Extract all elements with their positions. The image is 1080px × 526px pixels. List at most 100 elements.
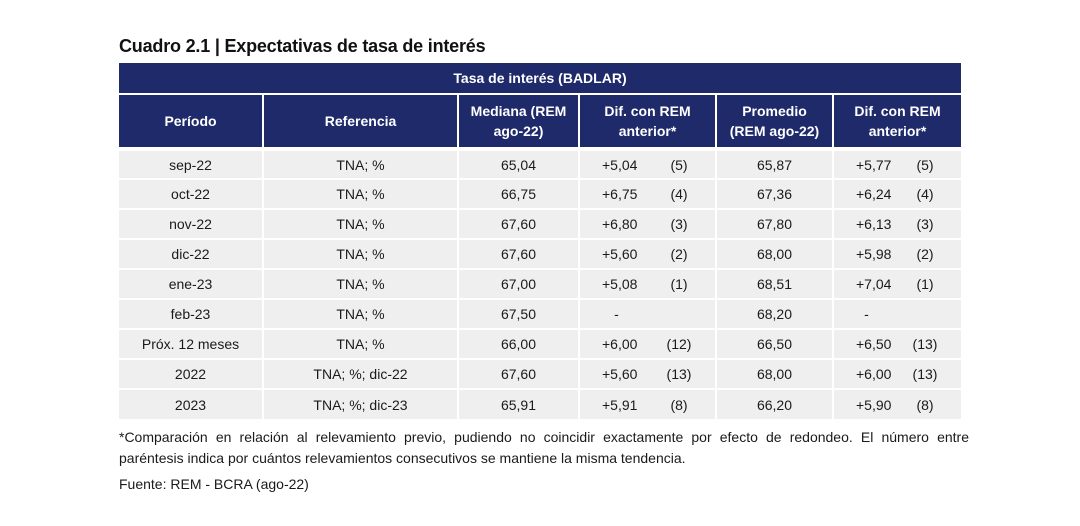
cell-periodo: Próx. 12 meses bbox=[119, 328, 264, 359]
streak-count: (8) bbox=[670, 396, 688, 413]
column-header-promedio: Promedio (REM ago-22) bbox=[716, 94, 834, 149]
streak-count: (8) bbox=[916, 396, 934, 413]
dif-value: +7,04 bbox=[856, 276, 892, 292]
table-row: dic-22 TNA; % 67,60 +5,60 (2) 68,00 +5,98 (2) bbox=[119, 238, 961, 269]
dif-value: +5,90 bbox=[856, 396, 892, 413]
dif-value: +6,00 bbox=[856, 366, 892, 382]
dif-value: +5,91 bbox=[602, 396, 638, 413]
streak-count: (3) bbox=[916, 216, 934, 232]
dif-value: - bbox=[864, 306, 869, 322]
dif-value: +5,60 bbox=[602, 246, 638, 262]
streak-count: (5) bbox=[916, 156, 934, 173]
cell-referencia: TNA; % bbox=[263, 178, 459, 209]
cell-dif-promedio: +6,50 (13) bbox=[833, 328, 961, 359]
streak-count: (12) bbox=[666, 336, 692, 352]
streak-count: (5) bbox=[670, 156, 688, 173]
table-band-header: Tasa de interés (BADLAR) bbox=[119, 63, 961, 95]
cell-periodo: sep-22 bbox=[119, 147, 264, 179]
cell-dif-promedio: - bbox=[833, 298, 961, 329]
dif-value: +6,80 bbox=[602, 216, 638, 232]
cell-promedio: 66,50 bbox=[716, 328, 834, 359]
cell-promedio: 68,00 bbox=[716, 238, 834, 269]
cell-dif-promedio: +5,77 (5) bbox=[833, 147, 961, 179]
cell-promedio: 68,51 bbox=[716, 268, 834, 299]
table-row: sep-22 TNA; % 65,04 +5,04 (5) 65,87 +5,77 (5) bbox=[119, 147, 961, 179]
cell-periodo: nov-22 bbox=[119, 208, 264, 239]
table-row: Próx. 12 meses TNA; % 66,00 +6,00 (12) 66,50 +… bbox=[119, 328, 961, 359]
cell-periodo: ene-23 bbox=[119, 268, 264, 299]
cell-mediana: 67,60 bbox=[458, 358, 580, 389]
dif-value: +6,00 bbox=[602, 336, 638, 352]
table-title: Cuadro 2.1 | Expectativas de tasa de int… bbox=[119, 36, 486, 56]
cell-referencia: TNA; % bbox=[263, 238, 459, 269]
cell-dif-mediana: +5,04 (5) bbox=[579, 147, 717, 179]
table-row: ene-23 TNA; % 67,00 +5,08 (1) 68,51 +7,04 (1) bbox=[119, 268, 961, 299]
cell-dif-mediana: +5,08 (1) bbox=[579, 268, 717, 299]
cell-dif-promedio: +5,90 (8) bbox=[833, 388, 961, 419]
table-row: oct-22 TNA; % 66,75 +6,75 (4) 67,36 +6,24 (4) bbox=[119, 178, 961, 209]
dif-value: - bbox=[614, 306, 619, 322]
cell-promedio: 65,87 bbox=[716, 147, 834, 179]
table-row: 2022 TNA; %; dic-22 67,60 +5,60 (13) 68,00 +6,… bbox=[119, 358, 961, 389]
streak-count: (1) bbox=[670, 276, 688, 292]
cell-referencia: TNA; % bbox=[263, 208, 459, 239]
column-header-dif-promedio: Dif. con REM anterior* bbox=[833, 94, 961, 149]
cell-dif-promedio: +6,00 (13) bbox=[833, 358, 961, 389]
cell-mediana: 66,75 bbox=[458, 178, 580, 209]
streak-count: (1) bbox=[916, 276, 934, 292]
cell-referencia: TNA; % bbox=[263, 268, 459, 299]
cell-dif-mediana: +6,80 (3) bbox=[579, 208, 717, 239]
column-header-periodo: Período bbox=[119, 94, 264, 149]
cell-periodo: 2023 bbox=[119, 388, 264, 419]
cell-promedio: 68,20 bbox=[716, 298, 834, 329]
cell-mediana: 65,91 bbox=[458, 388, 580, 419]
cell-periodo: oct-22 bbox=[119, 178, 264, 209]
cell-mediana: 65,04 bbox=[458, 147, 580, 179]
cell-dif-promedio: +5,98 (2) bbox=[833, 238, 961, 269]
dif-value: +5,04 bbox=[602, 156, 638, 173]
cell-dif-promedio: +6,13 (3) bbox=[833, 208, 961, 239]
cell-dif-promedio: +7,04 (1) bbox=[833, 268, 961, 299]
cell-mediana: 67,60 bbox=[458, 208, 580, 239]
cell-mediana: 67,00 bbox=[458, 268, 580, 299]
cell-referencia: TNA; % bbox=[263, 147, 459, 179]
cell-mediana: 67,60 bbox=[458, 238, 580, 269]
cell-referencia: TNA; % bbox=[263, 298, 459, 329]
streak-count: (13) bbox=[666, 366, 692, 382]
dif-value: +6,75 bbox=[602, 186, 638, 202]
dif-value: +5,08 bbox=[602, 276, 638, 292]
cell-referencia: TNA; %; dic-23 bbox=[263, 388, 459, 419]
streak-count: (13) bbox=[912, 366, 938, 382]
cell-dif-mediana: +5,60 (13) bbox=[579, 358, 717, 389]
table-row: nov-22 TNA; % 67,60 +6,80 (3) 67,80 +6,13 (3) bbox=[119, 208, 961, 239]
streak-count: (2) bbox=[916, 246, 934, 262]
cell-promedio: 66,20 bbox=[716, 388, 834, 419]
dif-value: +5,77 bbox=[856, 156, 892, 173]
cell-referencia: TNA; % bbox=[263, 328, 459, 359]
cell-referencia: TNA; %; dic-22 bbox=[263, 358, 459, 389]
column-header-dif-mediana: Dif. con REM anterior* bbox=[579, 94, 717, 149]
cell-periodo: feb-23 bbox=[119, 298, 264, 329]
interest-rate-table: Tasa de interés (BADLAR) Período Referen… bbox=[119, 63, 961, 419]
dif-value: +6,50 bbox=[856, 336, 892, 352]
cell-promedio: 67,36 bbox=[716, 178, 834, 209]
cell-promedio: 67,80 bbox=[716, 208, 834, 239]
source-note: Fuente: REM - BCRA (ago-22) bbox=[119, 476, 309, 492]
cell-periodo: 2022 bbox=[119, 358, 264, 389]
dif-value: +5,98 bbox=[856, 246, 892, 262]
table-row: feb-23 TNA; % 67,50 - 68,20 - bbox=[119, 298, 961, 329]
cell-dif-promedio: +6,24 (4) bbox=[833, 178, 961, 209]
cell-mediana: 67,50 bbox=[458, 298, 580, 329]
column-header-referencia: Referencia bbox=[263, 94, 459, 149]
streak-count: (4) bbox=[670, 186, 688, 202]
footnote: *Comparación en relación al relevamiento… bbox=[119, 429, 969, 466]
streak-count: (13) bbox=[912, 336, 938, 352]
streak-count: (3) bbox=[670, 216, 688, 232]
dif-value: +5,60 bbox=[602, 366, 638, 382]
cell-dif-mediana: +5,91 (8) bbox=[579, 388, 717, 419]
streak-count: (2) bbox=[670, 246, 688, 262]
cell-dif-mediana: +6,75 (4) bbox=[579, 178, 717, 209]
cell-dif-mediana: +6,00 (12) bbox=[579, 328, 717, 359]
streak-count: (4) bbox=[916, 186, 934, 202]
cell-dif-mediana: +5,60 (2) bbox=[579, 238, 717, 269]
